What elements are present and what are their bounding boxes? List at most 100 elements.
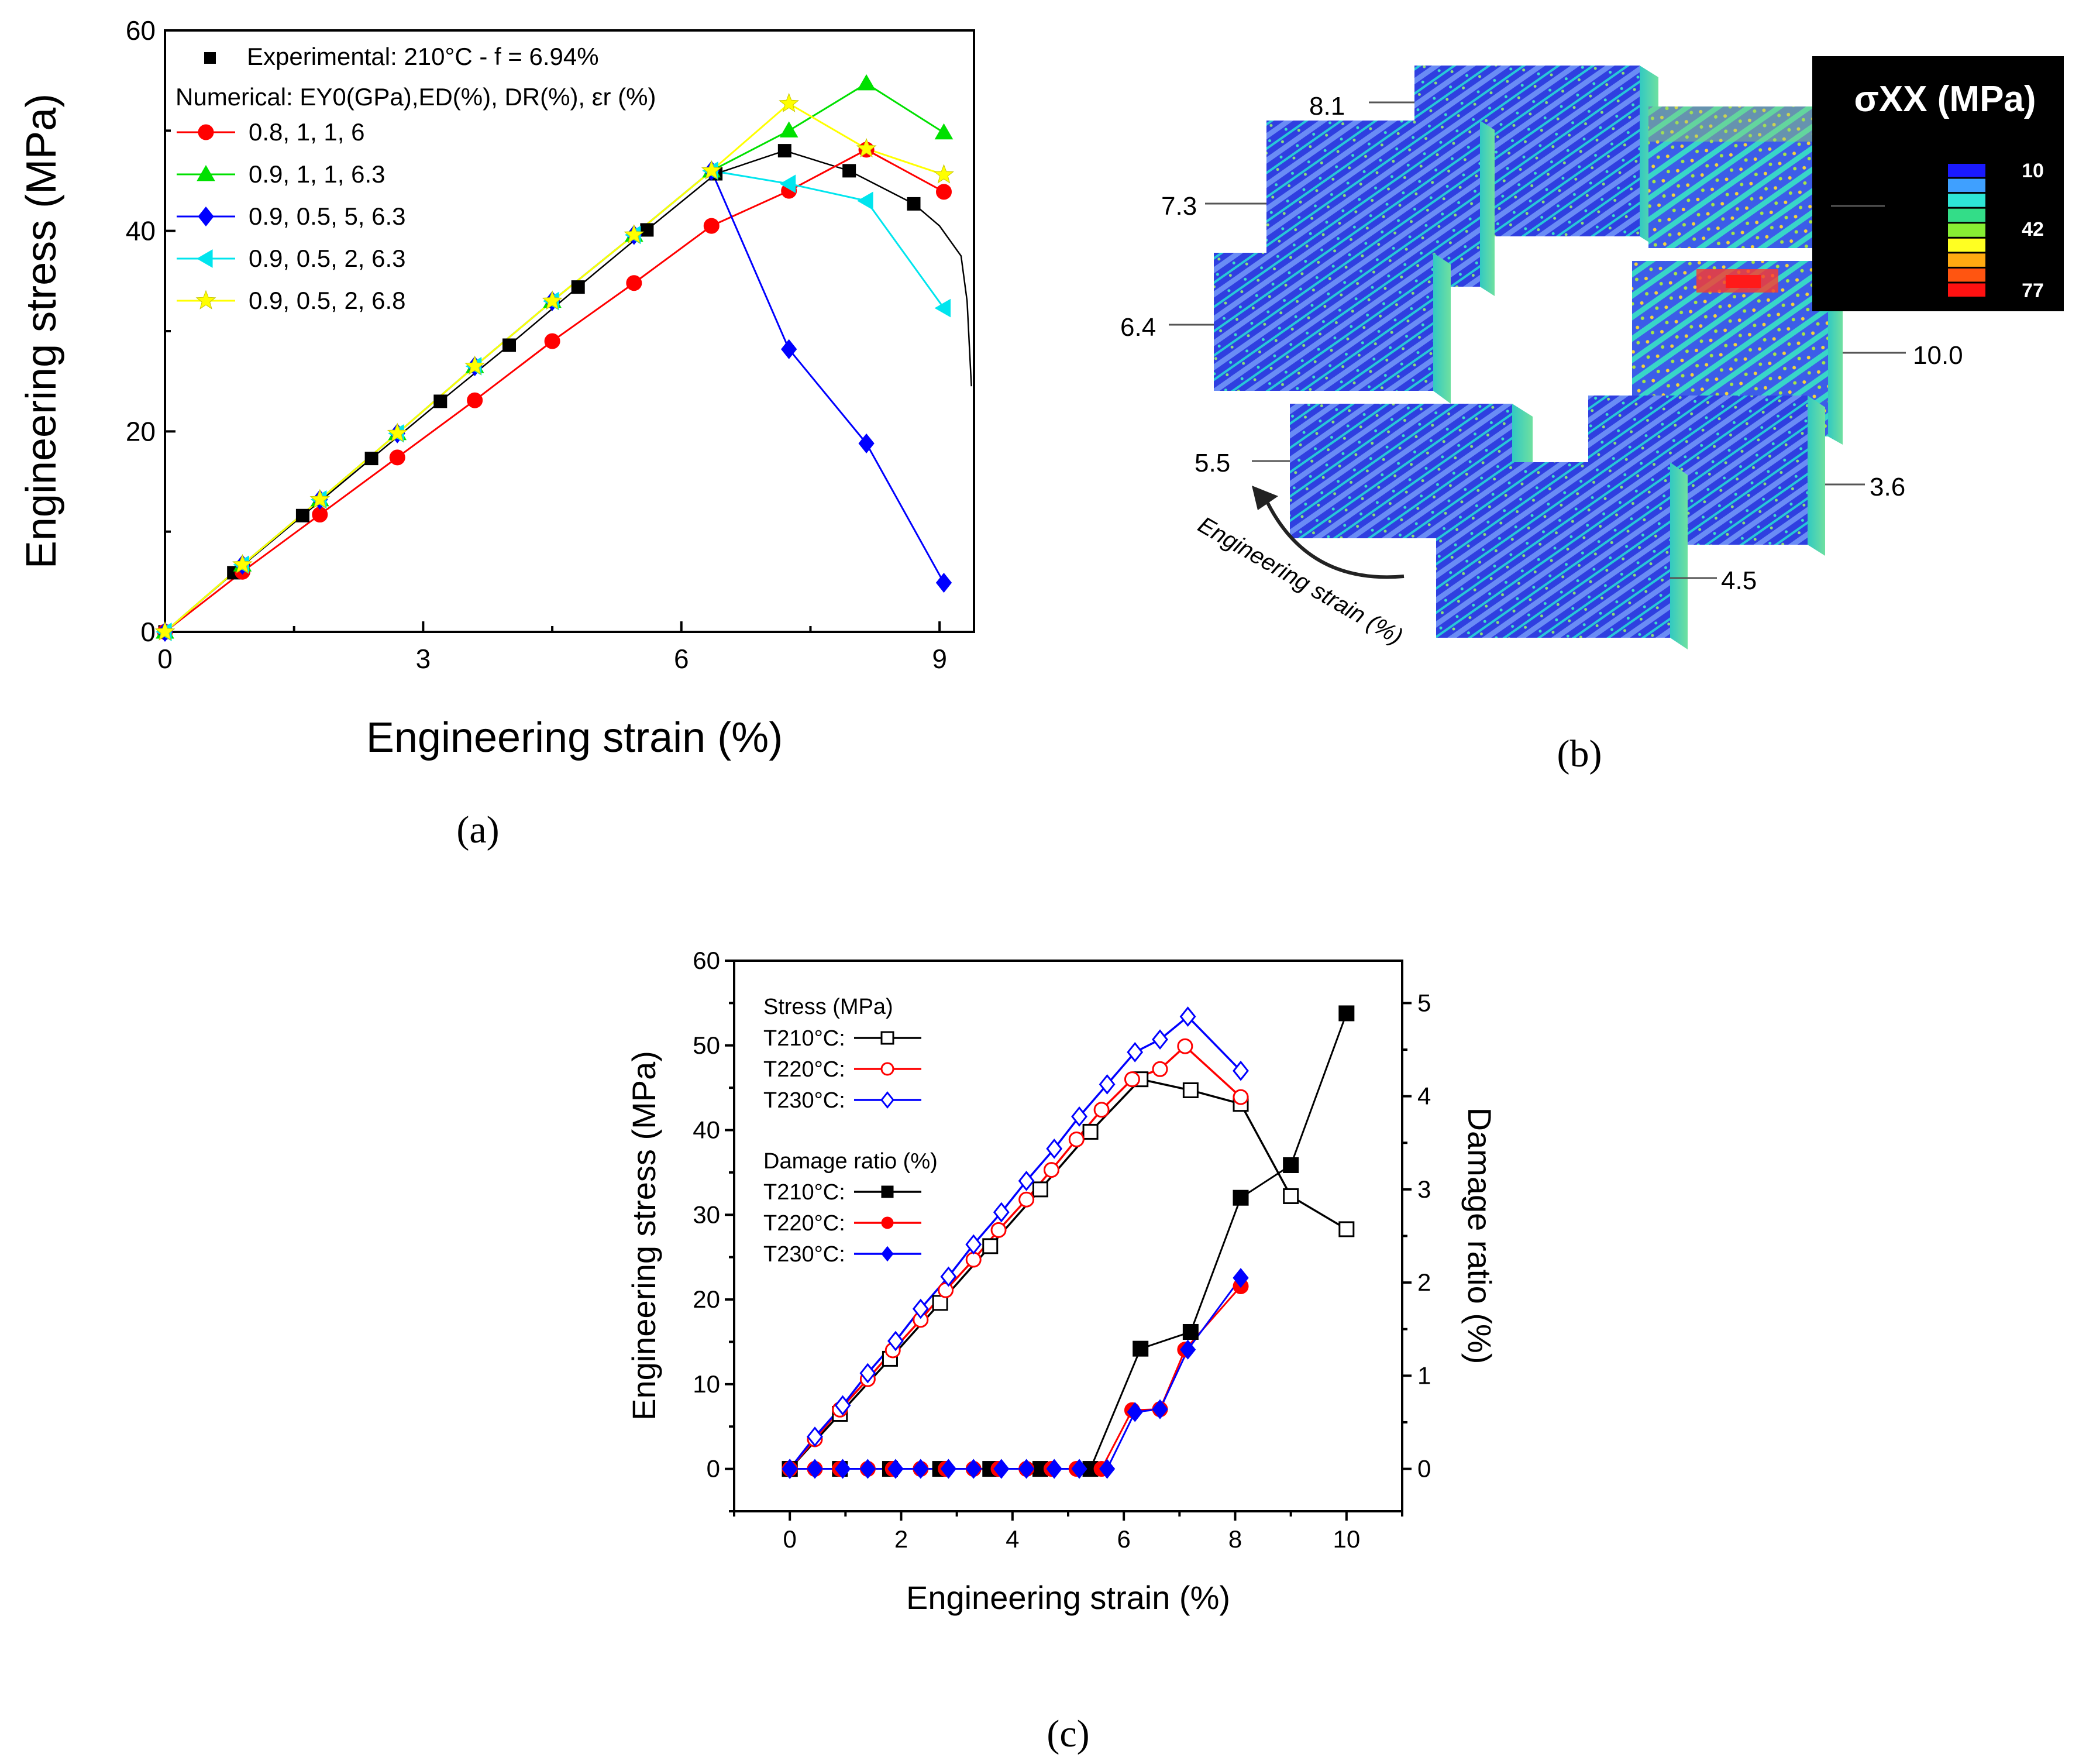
colorbar-swatch xyxy=(1948,283,1985,297)
x-tick-label: 0 xyxy=(783,1525,796,1553)
strain-label-3-6: 3.6 xyxy=(1870,473,1905,501)
stress-point-2 xyxy=(1018,1170,1035,1191)
x-tick-label: 2 xyxy=(894,1525,908,1553)
exp-point xyxy=(295,508,309,522)
stress-point-2 xyxy=(1071,1106,1087,1127)
damage-point-2 xyxy=(1233,1268,1249,1288)
damage-point-2 xyxy=(807,1459,823,1479)
series-5-point xyxy=(387,422,408,442)
stress-point-1 xyxy=(1018,1191,1035,1208)
x-tick-label: 10 xyxy=(1333,1525,1360,1553)
series-5-point xyxy=(779,92,800,112)
series-4-point xyxy=(779,174,796,193)
colorbar-tick-77: 77 xyxy=(2022,280,2044,302)
chart-a-marks xyxy=(154,74,954,642)
series-5-point xyxy=(542,290,563,310)
legend-label: 0.9, 0.5, 2, 6.3 xyxy=(249,245,406,272)
stress-line-0 xyxy=(789,1078,1347,1470)
series-5-point xyxy=(232,553,253,574)
chart-c-y2label: Damage ratio (%) xyxy=(1461,1108,1498,1364)
stress-point-1 xyxy=(1124,1071,1140,1088)
colorbar-tick-10: 10 xyxy=(2022,160,2044,182)
stress-point-2 xyxy=(912,1298,929,1319)
stress-point-2 xyxy=(1152,1029,1168,1050)
stress-point-1 xyxy=(990,1222,1007,1238)
colorbar-swatch xyxy=(1948,268,1985,282)
strain-arrow-head xyxy=(1252,486,1278,510)
strain-label-4-5: 4.5 xyxy=(1721,566,1757,595)
exp-point xyxy=(502,338,517,352)
series-1-point xyxy=(467,392,483,408)
stress-line-1 xyxy=(789,1044,1242,1470)
series-1-point xyxy=(626,275,642,291)
damage-point-0 xyxy=(1283,1157,1299,1173)
stress-point-2 xyxy=(1099,1074,1116,1095)
strain-label-5-5: 5.5 xyxy=(1195,449,1230,477)
stress-point-1 xyxy=(1152,1061,1168,1077)
stress-point-2 xyxy=(1179,1006,1196,1027)
damage-point-2 xyxy=(1071,1459,1087,1479)
series-5-point xyxy=(856,137,877,157)
series-5-point xyxy=(154,621,175,641)
stress-legend-label-0: T210°C: xyxy=(763,1026,845,1051)
stress-line-2 xyxy=(789,1015,1242,1470)
damage-point-2 xyxy=(859,1459,876,1479)
series-line-3 xyxy=(164,169,945,633)
legend-marker xyxy=(195,290,216,310)
chart-c-ylabel: Engineering stress (MPa) xyxy=(625,1051,662,1421)
strain-label-6-4: 6.4 xyxy=(1120,313,1156,342)
strain-labels xyxy=(1169,101,1906,579)
chart-a-ticks: 0 3 6 9 0 20 40 60 xyxy=(126,15,947,674)
chart-c-marks xyxy=(782,1005,1355,1480)
damage-legend-label-1: T220°C: xyxy=(763,1211,845,1236)
damage-point-0 xyxy=(1133,1340,1149,1357)
strain-label-7-3: 7.3 xyxy=(1161,192,1197,221)
damage-point-2 xyxy=(940,1459,957,1479)
stress-point-2 xyxy=(993,1202,1010,1223)
colorbar-tick-42: 42 xyxy=(2022,218,2044,240)
colorbar-swatch xyxy=(1948,164,1985,177)
damage-point-0 xyxy=(1338,1005,1355,1022)
damage-point-2 xyxy=(1018,1459,1035,1479)
damage-point-2 xyxy=(834,1459,851,1479)
series-3-point xyxy=(858,433,875,453)
damage-legend-marker-1 xyxy=(881,1216,894,1229)
x-tick-label: 6 xyxy=(1117,1525,1130,1553)
stress-field-visual: σXX (MPa) 10 42 77 8.1 7.3 9.1 6.4 10.0 … xyxy=(1120,56,2064,650)
stress-point-2 xyxy=(965,1234,982,1255)
colorbar: σXX (MPa) 10 42 77 xyxy=(1812,56,2064,311)
damage-point-2 xyxy=(1099,1459,1116,1479)
series-2-point xyxy=(857,74,876,91)
strain-label-10-0: 10.0 xyxy=(1913,341,1963,370)
exp-point xyxy=(842,164,856,178)
exp-point xyxy=(907,197,921,211)
y-tick-label: 40 xyxy=(693,1116,720,1144)
stress-legend-marker-2 xyxy=(880,1091,894,1109)
series-1-point xyxy=(544,333,560,349)
stress-point-1 xyxy=(1177,1038,1193,1054)
damage-point-2 xyxy=(1179,1339,1196,1360)
damage-point-2 xyxy=(782,1459,798,1479)
series-1-point xyxy=(936,184,952,200)
stress-point-0 xyxy=(1032,1181,1048,1198)
legend-marker xyxy=(197,249,213,268)
damage-point-0 xyxy=(1182,1323,1199,1340)
y2-tick-label: 3 xyxy=(1417,1175,1431,1203)
exp-point xyxy=(777,144,791,158)
series-3-point xyxy=(935,572,952,593)
y-tick-label: 20 xyxy=(693,1285,720,1313)
series-line-4 xyxy=(164,170,945,633)
strain-label-9-1: 9.1 xyxy=(1887,195,1923,223)
legend-marker xyxy=(198,206,214,227)
colorbar-swatch xyxy=(1948,253,1985,267)
colorbar-title: σXX (MPa) xyxy=(1854,79,2036,119)
specimen-6-4 xyxy=(1214,253,1451,404)
chart-c: 0 2 4 6 8 10 0 10 20 30 40 50 60 0 1 2 3 4 5 Engineering s… xyxy=(625,947,1498,1616)
exp-point xyxy=(433,394,448,408)
legend-label: 0.9, 0.5, 5, 6.3 xyxy=(249,202,406,230)
series-experimental-line xyxy=(164,150,972,632)
legend-exp-label: Experimental: 210°C - f = 6.94% xyxy=(247,43,599,70)
series-5-point xyxy=(701,160,722,180)
legend-stress-title: Stress (MPa) xyxy=(763,995,893,1019)
stress-point-2 xyxy=(859,1363,876,1384)
